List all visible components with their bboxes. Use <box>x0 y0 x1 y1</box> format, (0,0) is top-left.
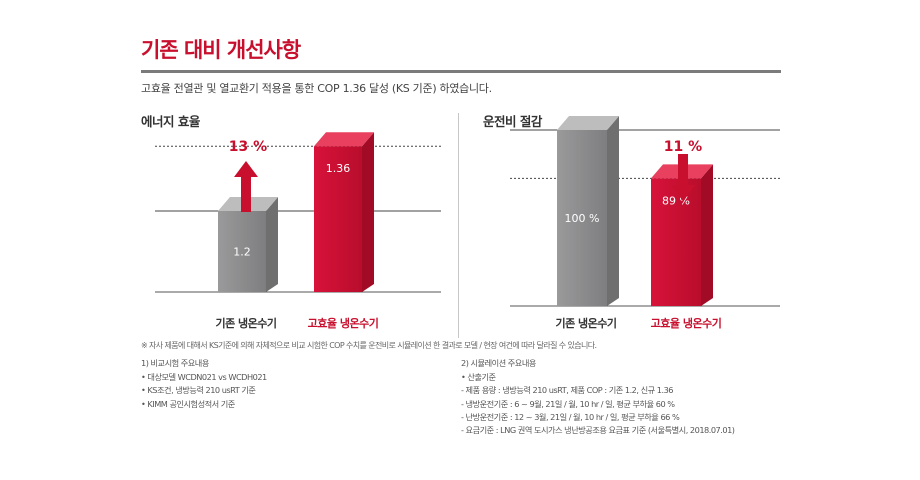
bar-front-1 <box>314 146 362 292</box>
bar-side-0 <box>266 197 278 292</box>
bar-side-0 <box>607 116 619 306</box>
bar-front-1 <box>651 178 701 306</box>
energy-category-label-0: 기존 냉온수기 <box>215 317 277 330</box>
bar-value-label-0: 1.2 <box>233 246 251 259</box>
notes-right: 2) 시뮬레이션 주요내용 • 산출기준 - 제품 용량 : 냉방능력 210 … <box>461 357 735 437</box>
bar-top-1 <box>314 132 374 147</box>
arrow-up-icon <box>234 161 258 212</box>
notes-right-item: - 제품 용량 : 냉방능력 210 usRT, 제품 COP : 기존 1.2… <box>461 385 674 396</box>
cost-panel-title: 운전비 절감 <box>483 114 542 129</box>
notes-left-item: • KS조건, 냉방능력 210 usRT 기준 <box>141 385 256 396</box>
arrow-down-icon <box>671 154 695 201</box>
bar-front-0 <box>557 130 607 306</box>
energy-panel-title: 에너지 효율 <box>141 114 200 129</box>
bar-value-label-0: 100 % <box>565 212 600 225</box>
notes-left-heading: 1) 비교시험 주요내용 <box>141 358 209 368</box>
notes-right-item: - 난방운전기준 : 12 ~ 3월, 21일 / 월, 10 hr / 일, … <box>461 411 680 422</box>
bar-top-0 <box>557 116 619 130</box>
bar-front-0 <box>218 211 266 292</box>
bar-value-label-1: 1.36 <box>326 162 351 175</box>
change-percent-label: 11 % <box>664 139 702 155</box>
page-title: 기존 대비 개선사항 <box>141 38 301 62</box>
page-subtitle: 고효율 전열관 및 열교환기 적용을 통한 COP 1.36 달성 (KS 기준… <box>141 82 492 95</box>
cost-category-label-0: 기존 냉온수기 <box>555 317 617 330</box>
title-rule <box>141 70 781 73</box>
footnote: ※ 자사 제품에 대해서 KS기준에 의해 자체적으로 비교 시험한 COP 수… <box>141 341 597 350</box>
notes-right-item: - 냉방운전기준 : 6 ~ 9월, 21일 / 월, 10 hr / 일, 평… <box>461 398 675 409</box>
notes-left: 1) 비교시험 주요내용 • 대상모델 WCDN021 vs WCDH021 •… <box>141 357 267 411</box>
notes-right-item: - 요금기준 : LNG 권역 도시가스 냉난방공조용 요금표 기준 (서울특별… <box>461 425 735 436</box>
notes-right-heading: 2) 시뮬레이션 주요내용 <box>461 358 536 368</box>
bar-side-1 <box>701 164 713 306</box>
bar-side-1 <box>362 132 374 292</box>
notes-left-item: • 대상모델 WCDN021 vs WCDH021 <box>141 372 267 383</box>
energy-category-label-1: 고효율 냉온수기 <box>307 317 379 330</box>
panel-divider <box>458 113 459 338</box>
notes-right-item: • 산출기준 <box>461 372 496 383</box>
change-percent-label: 13 % <box>229 139 267 155</box>
notes-left-item: • KIMM 공인시험성적서 기준 <box>141 398 235 409</box>
cost-category-label-1: 고효율 냉온수기 <box>650 317 722 330</box>
